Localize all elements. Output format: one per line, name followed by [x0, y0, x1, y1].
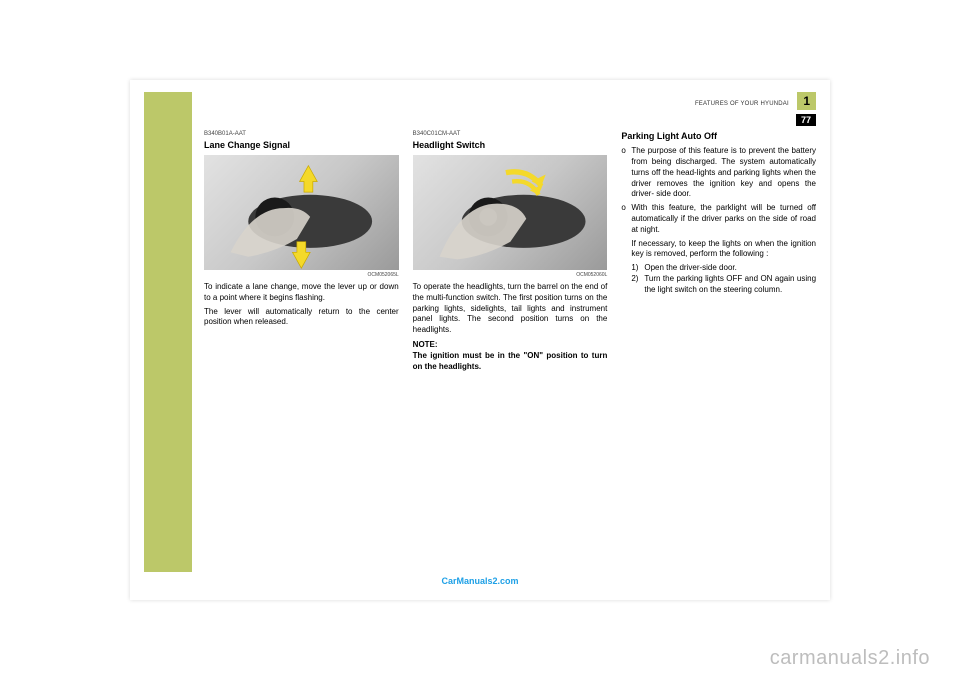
column-lane-change: B340B01A-AAT Lane Change Signal OCM05206…: [204, 130, 399, 580]
list-item: o With this feature, the parklight will …: [621, 203, 816, 295]
content-columns: B340B01A-AAT Lane Change Signal OCM05206…: [204, 130, 816, 580]
step-text: Turn the parking lights OFF and ON again…: [644, 274, 816, 296]
numbered-step: 2) Turn the parking lights OFF and ON ag…: [631, 274, 816, 296]
bullet-marker: o: [621, 203, 631, 295]
bullet-marker: o: [621, 146, 631, 200]
paragraph: The lever will automatically return to t…: [204, 307, 399, 329]
numbered-step: 1) Open the driver-side door.: [631, 263, 816, 274]
bullet-text: The purpose of this feature is to preven…: [631, 146, 816, 200]
col-heading: Lane Change Signal: [204, 139, 399, 151]
section-number: 1: [797, 92, 816, 110]
lever-up-down-illustration: [204, 155, 399, 270]
paragraph: To operate the headlights, turn the barr…: [413, 282, 608, 336]
ref-code: B340B01A-AAT: [204, 130, 399, 138]
note-body: The ignition must be in the "ON" positio…: [413, 351, 608, 373]
figure-headlight-switch: [413, 155, 608, 270]
note-label: NOTE:: [413, 340, 608, 351]
step-number: 2): [631, 274, 644, 296]
bullet-text: With this feature, the parklight will be…: [631, 203, 816, 295]
page-number: 77: [796, 114, 816, 126]
figure-code: OCM052065L: [204, 272, 399, 279]
ref-code: B340C01CM-AAT: [413, 130, 608, 138]
col-heading: Headlight Switch: [413, 139, 608, 151]
figure-code: OCM052060L: [413, 272, 608, 279]
column-headlight-switch: B340C01CM-AAT Headlight Switch OCM052060…: [413, 130, 608, 580]
watermark-carmanuals2-com: CarManuals2.com: [441, 576, 518, 586]
manual-page: FEATURES OF YOUR HYUNDAI 1 77 B340B01A-A…: [130, 80, 830, 600]
col-heading: Parking Light Auto Off: [621, 130, 816, 142]
left-accent-bar: [144, 92, 192, 572]
figure-lane-change: [204, 155, 399, 270]
section-label: FEATURES OF YOUR HYUNDAI: [695, 101, 789, 107]
barrel-switch-illustration: [413, 155, 608, 270]
paragraph: If necessary, to keep the lights on when…: [631, 239, 816, 261]
list-item: o The purpose of this feature is to prev…: [621, 146, 816, 200]
page-header: FEATURES OF YOUR HYUNDAI 1 77: [695, 92, 816, 128]
step-text: Open the driver-side door.: [644, 263, 816, 274]
paragraph: To indicate a lane change, move the leve…: [204, 282, 399, 304]
paragraph: With this feature, the parklight will be…: [631, 203, 816, 235]
column-parking-light: Parking Light Auto Off o The purpose of …: [621, 130, 816, 580]
watermark-carmanuals2-info: carmanuals2.info: [770, 647, 930, 670]
step-number: 1): [631, 263, 644, 274]
